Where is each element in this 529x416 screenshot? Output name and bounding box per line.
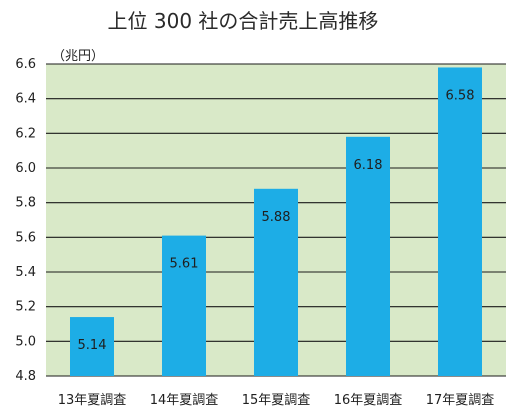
- data-label: 5.88: [262, 210, 291, 225]
- y-tick-label: 6.2: [15, 126, 36, 141]
- y-tick-label: 5.8: [15, 196, 36, 211]
- y-tick-label: 5.0: [15, 334, 36, 349]
- bar: [346, 136, 390, 376]
- y-tick-label: 6.4: [15, 92, 36, 107]
- x-axis-label: 17年夏調査: [426, 393, 495, 408]
- y-tick-label: 5.2: [15, 300, 36, 315]
- y-tick-label: 6.6: [15, 57, 36, 72]
- bars: [70, 67, 482, 376]
- x-axis-label: 16年夏調査: [334, 393, 403, 408]
- x-axis-labels: 13年夏調査 14年夏調査 15年夏調査 16年夏調査 17年夏調査: [58, 393, 495, 408]
- bar: [70, 317, 114, 376]
- plot-area: 5.14 5.61 5.88 6.18 6.58: [46, 63, 506, 377]
- x-axis-label: 14年夏調査: [150, 393, 219, 408]
- data-label: 5.14: [78, 338, 107, 353]
- data-label: 6.58: [446, 88, 475, 103]
- bar: [438, 67, 482, 376]
- y-tick-label: 5.4: [15, 265, 36, 280]
- data-labels: 5.14 5.61 5.88 6.18 6.58: [78, 88, 475, 353]
- chart-title: 上位 300 社の合計売上高推移: [108, 9, 379, 33]
- x-axis-label: 13年夏調査: [58, 393, 127, 408]
- y-tick-label: 5.6: [15, 230, 36, 245]
- y-tick-label: 6.0: [15, 161, 36, 176]
- y-axis-unit-label: （兆円）: [52, 49, 104, 64]
- data-label: 6.18: [354, 158, 383, 173]
- bar: [162, 235, 206, 376]
- bar: [254, 188, 298, 376]
- y-axis-ticks: 4.8 5.0 5.2 5.4 5.6 5.8 6.0 6.2 6.4 6.6: [15, 57, 36, 384]
- x-axis-label: 15年夏調査: [242, 393, 311, 408]
- y-tick-label: 4.8: [15, 369, 36, 384]
- data-label: 5.61: [170, 257, 199, 272]
